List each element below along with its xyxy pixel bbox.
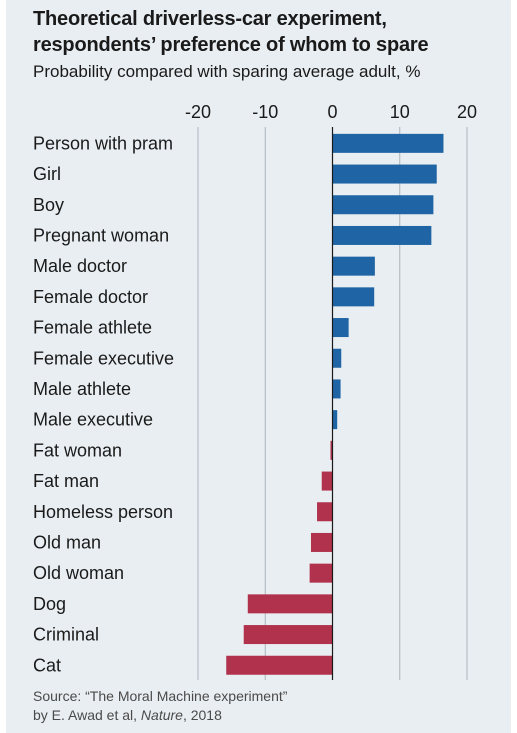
- bar: [332, 318, 349, 338]
- bar: [243, 625, 333, 645]
- chart-title-line-2: respondents’ preference of whom to spare: [33, 34, 429, 56]
- source-note: Source: “The Moral Machine experiment” b…: [33, 687, 287, 725]
- bar: [309, 563, 333, 583]
- category-label: Girl: [33, 164, 61, 184]
- category-label: Boy: [33, 195, 64, 215]
- bar: [330, 440, 333, 460]
- bar: [332, 348, 342, 368]
- bar: [310, 532, 333, 552]
- category-label: Male doctor: [33, 256, 127, 276]
- category-label: Fat man: [33, 471, 99, 491]
- category-label: Old man: [33, 532, 101, 552]
- category-label: Cat: [33, 655, 61, 675]
- category-label: Criminal: [33, 625, 99, 645]
- category-label: Homeless person: [33, 502, 173, 522]
- x-tick-label: 0: [327, 102, 337, 122]
- category-label: Female athlete: [33, 318, 152, 338]
- category-label: Dog: [33, 594, 66, 614]
- category-label: Old woman: [33, 563, 124, 583]
- bar: [332, 164, 437, 184]
- bar: [332, 225, 432, 245]
- bar: [332, 195, 434, 215]
- category-label: Fat woman: [33, 440, 122, 460]
- source-journal: Nature: [140, 707, 183, 723]
- source-line-1: Source: “The Moral Machine experiment”: [33, 688, 288, 704]
- bar: [332, 133, 444, 153]
- category-label: Pregnant woman: [33, 225, 169, 245]
- bar: [247, 594, 333, 614]
- bar: [332, 256, 375, 276]
- source-year: , 2018: [182, 707, 222, 723]
- bar: [226, 655, 333, 675]
- category-label: Male athlete: [33, 379, 131, 399]
- source-line-2: by E. Awad et al, Nature, 2018: [33, 706, 287, 725]
- chart-subtitle: Probability compared with sparing averag…: [33, 62, 421, 81]
- source-authors: by E. Awad et al,: [33, 707, 141, 723]
- bar: [317, 502, 333, 522]
- x-tick-label: 10: [390, 102, 410, 122]
- bar: [321, 471, 333, 491]
- x-tick-label: -10: [252, 102, 278, 122]
- chart-title-line-1: Theoretical driverless-car experiment,: [33, 8, 387, 30]
- category-label: Female executive: [33, 348, 174, 368]
- x-tick-label: -20: [185, 102, 211, 122]
- bar: [332, 410, 338, 430]
- category-label: Male executive: [33, 410, 153, 430]
- bar: [332, 287, 375, 307]
- bar: [332, 379, 341, 399]
- category-label: Female doctor: [33, 287, 148, 307]
- x-tick-label: 20: [457, 102, 477, 122]
- category-label: Person with pram: [33, 133, 173, 153]
- chart-title: Theoretical driverless-car experiment, r…: [33, 6, 503, 58]
